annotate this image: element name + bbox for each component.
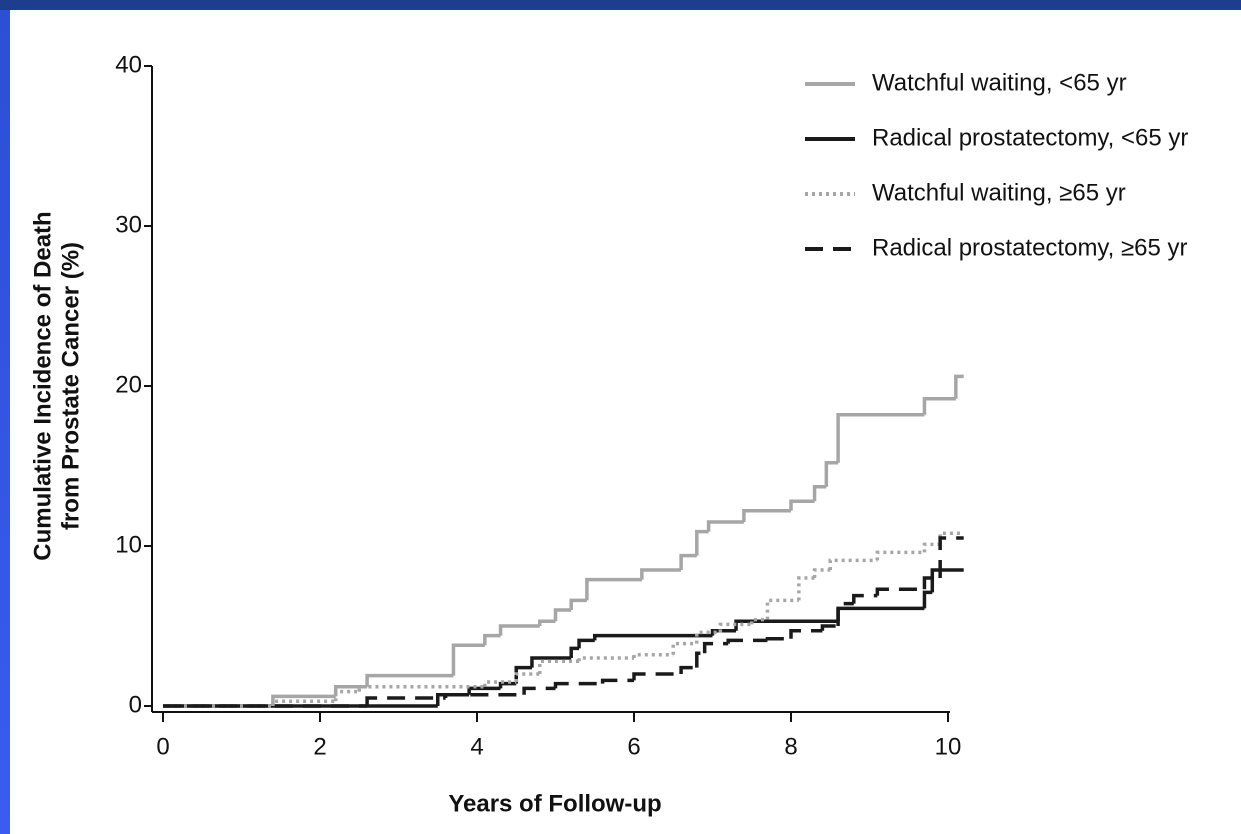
step-segment	[365, 673, 454, 687]
step-segment	[812, 568, 831, 578]
legend-label: Watchful waiting, ≥65 yr	[872, 179, 1126, 206]
step-segment	[922, 542, 941, 553]
step-segment	[836, 413, 925, 463]
y-tick-label: 40	[115, 51, 142, 78]
step-segment	[577, 656, 634, 662]
step-segment	[726, 638, 768, 644]
step-segment	[569, 646, 580, 658]
step-segment	[836, 606, 925, 622]
step-segment	[938, 536, 964, 578]
step-segment	[600, 678, 634, 684]
x-tick-label: 8	[784, 733, 797, 760]
legend-label: Watchful waiting, <65 yr	[872, 69, 1127, 96]
step-segment	[789, 629, 823, 639]
step-segment	[828, 558, 878, 570]
step-segment	[538, 659, 580, 674]
slide-edge	[0, 10, 10, 834]
step-segment	[812, 485, 827, 502]
step-segment	[530, 656, 572, 668]
step-segment	[789, 499, 815, 511]
y-axis-label: from Prostate Cancer (%)	[57, 242, 84, 530]
step-segment	[930, 568, 964, 593]
y-axis-label: Cumulative Incidence of Death	[29, 211, 56, 560]
step-segment	[640, 568, 682, 580]
x-tick-label: 2	[313, 733, 326, 760]
step-segment	[577, 638, 595, 649]
legend-label: Radical prostatectomy, ≥65 yr	[872, 234, 1188, 261]
y-tick-label: 0	[129, 691, 142, 718]
step-segment	[797, 576, 815, 601]
step-segment	[679, 665, 697, 674]
step-segment	[836, 601, 854, 626]
step-segment	[593, 633, 713, 641]
x-tick-label: 10	[935, 733, 962, 760]
step-segment	[483, 680, 517, 687]
step-segment	[553, 608, 572, 622]
step-segment	[742, 509, 791, 522]
y-tick-label: 20	[115, 371, 142, 398]
step-segment	[875, 587, 925, 596]
step-segment	[632, 653, 674, 658]
chart: Years of Follow-up Cumulative Incidence …	[29, 51, 1188, 817]
step-segment	[718, 622, 752, 633]
step-segment	[954, 374, 964, 399]
step-segment	[702, 641, 729, 654]
step-segment	[365, 696, 446, 706]
step-segment	[695, 651, 705, 668]
step-segment	[922, 590, 933, 609]
legend-label: Radical prostatectomy, <65 yr	[872, 124, 1188, 151]
step-segment	[922, 397, 956, 415]
step-segment	[271, 694, 336, 706]
step-segment	[734, 619, 839, 631]
y-tick-label: 10	[115, 531, 142, 558]
step-segment	[765, 637, 791, 641]
step-segment	[498, 624, 540, 636]
x-tick-label: 6	[627, 733, 640, 760]
step-segment	[706, 520, 744, 532]
step-segment	[522, 686, 556, 695]
step-segment	[443, 693, 525, 698]
step-segment	[585, 577, 642, 601]
step-segment	[333, 689, 360, 702]
step-segment	[765, 598, 799, 620]
step-segment	[357, 685, 485, 692]
step-segment	[671, 641, 697, 655]
step-segment	[695, 529, 709, 556]
step-segment	[553, 681, 603, 689]
step-segment	[750, 617, 768, 625]
step-segment	[922, 576, 941, 590]
y-tick-label: 30	[115, 211, 142, 238]
step-segment	[824, 461, 839, 487]
step-segment	[875, 550, 925, 561]
step-segment	[710, 629, 737, 636]
step-segment	[679, 553, 697, 570]
step-segment	[514, 665, 532, 684]
step-segment	[514, 672, 540, 682]
x-tick-label: 0	[156, 733, 169, 760]
panel: Years of Follow-up Cumulative Incidence …	[10, 10, 1241, 834]
step-segment	[538, 619, 556, 626]
x-tick-label: 4	[470, 733, 483, 760]
step-segment	[451, 643, 485, 676]
step-segment	[820, 624, 839, 631]
step-segment	[498, 681, 517, 689]
step-segment	[271, 699, 336, 706]
step-segment	[569, 598, 587, 610]
step-segment	[483, 633, 501, 646]
step-segment	[852, 593, 878, 604]
step-segment	[632, 672, 682, 681]
x-axis-label: Years of Follow-up	[448, 790, 661, 817]
